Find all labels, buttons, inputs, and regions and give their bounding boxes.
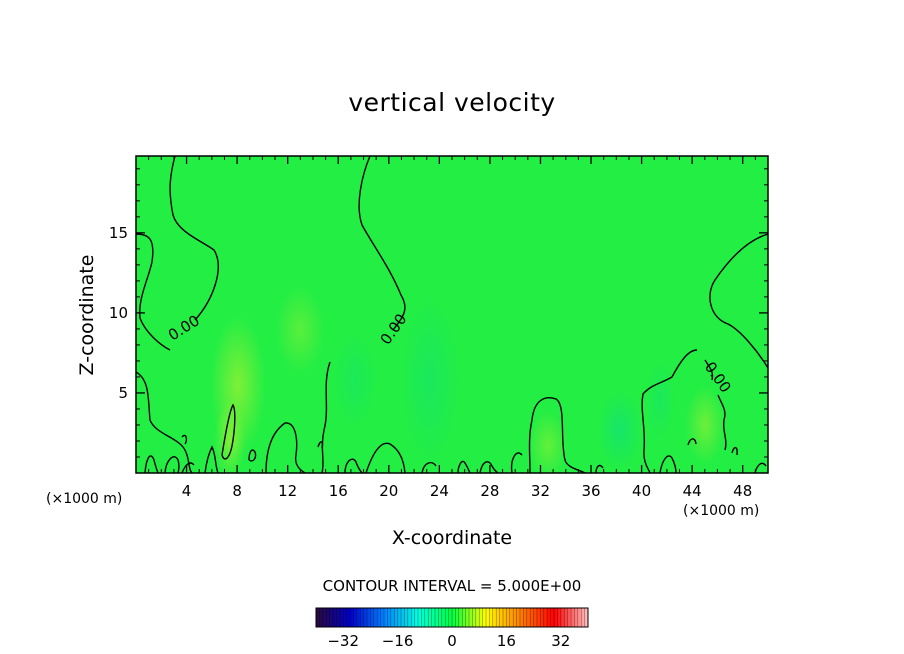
x-tick-label: 36 <box>581 482 600 500</box>
contour-line <box>704 359 714 381</box>
x-tick-label: 44 <box>683 482 702 500</box>
contour-line <box>421 461 437 473</box>
y-axis-label: Z-coordinate <box>76 254 98 376</box>
colorbar: −32 −16 0 16 32 <box>315 607 589 650</box>
chart-title: vertical velocity <box>348 88 556 117</box>
contour-line <box>136 371 193 473</box>
contour-line <box>164 456 180 473</box>
x-tick-label: 40 <box>632 482 651 500</box>
contour-line <box>457 460 471 473</box>
x-axis-label: X-coordinate <box>391 527 513 549</box>
x-tick-label: 48 <box>733 482 752 500</box>
colorbar-tick-label: −16 <box>382 632 414 650</box>
x-tick-label: 12 <box>278 482 297 500</box>
contour-line <box>365 442 406 473</box>
x-unit-label-right: (×1000 m) <box>683 503 760 519</box>
colorbar-frame <box>315 607 589 628</box>
y-axis-ticks: 5 10 15 <box>109 224 768 402</box>
contour-line <box>248 449 257 462</box>
contour-line <box>221 403 236 460</box>
colorbar-tick-label: 16 <box>497 632 516 650</box>
contour-line <box>169 156 219 321</box>
x-tick-label: 20 <box>379 482 398 500</box>
contour-line <box>731 446 738 456</box>
contour-line <box>687 438 697 446</box>
contour-line <box>181 434 188 445</box>
contour-line <box>181 462 195 473</box>
x-tick-label: 32 <box>531 482 550 500</box>
x-axis-ticks: 4 8 12 16 20 24 28 32 36 40 44 48 <box>182 156 752 500</box>
contour-interval-label: CONTOUR INTERVAL = 5.000E+00 <box>322 577 582 595</box>
colorbar-tick-label: 0 <box>447 632 457 650</box>
contour-line <box>595 464 604 473</box>
field-shading <box>210 285 725 473</box>
colorbar-tick-label: 32 <box>551 632 570 650</box>
contour-line <box>144 455 159 473</box>
contour-line <box>265 422 306 473</box>
contour-line <box>321 361 331 473</box>
y-tick-label: 5 <box>118 384 128 402</box>
x-tick-label: 4 <box>182 482 192 500</box>
contour-line <box>358 156 406 331</box>
x-tick-label: 16 <box>329 482 348 500</box>
contour-line <box>709 233 768 369</box>
zero-contours <box>136 156 768 473</box>
contour-line <box>317 441 324 449</box>
minor-ticks <box>136 156 768 473</box>
x-unit-label-left: (×1000 m) <box>46 491 123 507</box>
contour-line <box>528 397 586 473</box>
x-tick-label: 24 <box>430 482 449 500</box>
y-tick-label: 10 <box>109 304 128 322</box>
contour-line <box>204 445 219 473</box>
contour-line <box>659 455 677 473</box>
colorbar-tick-label: −32 <box>327 632 359 650</box>
contour-line <box>136 233 171 351</box>
contour-line <box>510 452 523 473</box>
y-tick-label: 15 <box>109 224 128 242</box>
contour-line <box>717 394 727 451</box>
contour-line <box>344 458 363 473</box>
x-tick-label: 8 <box>232 482 242 500</box>
x-tick-label: 28 <box>480 482 499 500</box>
contour-line <box>641 349 698 473</box>
